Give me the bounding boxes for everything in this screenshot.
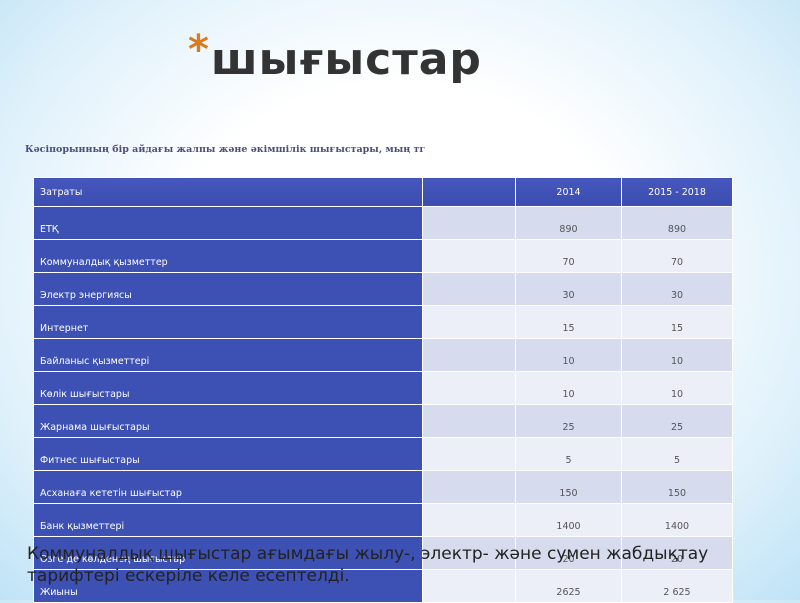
row-label: Банк қызметтері: [33, 503, 423, 537]
table-row: Банк қызметтері 1400 1400: [33, 503, 733, 537]
column-header-expenses: Затраты: [33, 177, 423, 207]
row-value-2014: 1400: [515, 503, 622, 537]
row-value-2014: 2625: [515, 569, 622, 603]
table-row: Жарнама шығыстары 25 25: [33, 404, 733, 438]
row-value-2014: 25: [515, 404, 622, 438]
row-value-2015-2018: 10: [621, 371, 733, 405]
row-value-2015-2018: 15: [621, 305, 733, 339]
table-row: Байланыс қызметтері 10 10: [33, 338, 733, 372]
row-value-2014: 70: [515, 239, 622, 273]
row-value-2015-2018: 5: [621, 437, 733, 471]
table-row: Фитнес шығыстары 5 5: [33, 437, 733, 471]
footnote-text: Коммуналдық шығыстар ағымдағы жылу-, эле…: [27, 544, 709, 586]
table-row: Электр энергиясы 30 30: [33, 272, 733, 306]
row-value-2014: 30: [515, 272, 622, 306]
column-header-blank: [422, 177, 516, 207]
row-value-2015-2018: 150: [621, 470, 733, 504]
row-label: Коммуналдық қызметтер: [33, 239, 423, 273]
row-value-2015-2018: 70: [621, 239, 733, 273]
row-blank-cell: [422, 437, 516, 471]
row-blank-cell: [422, 305, 516, 339]
row-label: Электр энергиясы: [33, 272, 423, 306]
expenses-table: Затраты 2014 2015 - 2018 ЕТҚ 890 890 Коммун…: [33, 177, 733, 603]
slide-title: * шығыстар: [188, 30, 482, 90]
table-row: Көлік шығыстары 10 10: [33, 371, 733, 405]
row-label: Асханаға кететін шығыстар: [33, 470, 423, 504]
row-blank-cell: [422, 239, 516, 273]
table-header-row: Затраты 2014 2015 - 2018: [33, 177, 733, 207]
row-blank-cell: [422, 569, 516, 603]
title-text: шығыстар: [210, 34, 482, 85]
row-value-2015-2018: 2 625: [621, 569, 733, 603]
row-value-2014: 890: [515, 206, 622, 240]
row-label: Өзге де көлденең шығыстар: [33, 536, 423, 570]
row-value-2014: 15: [515, 305, 622, 339]
row-value-2015-2018: 10: [621, 338, 733, 372]
row-label: Байланыс қызметтері: [33, 338, 423, 372]
row-blank-cell: [422, 470, 516, 504]
row-value-2014: 5: [515, 437, 622, 471]
row-blank-cell: [422, 272, 516, 306]
row-value-2015-2018: 890: [621, 206, 733, 240]
table-row: Өзге де көлденең шығыстар 20 20: [33, 536, 733, 570]
star-bullet-icon: *: [188, 27, 209, 73]
table-row: Интернет 15 15: [33, 305, 733, 339]
row-value-2015-2018: 1400: [621, 503, 733, 537]
table-row: ЕТҚ 890 890: [33, 206, 733, 240]
row-value-2014: 20: [515, 536, 622, 570]
row-label: Көлік шығыстары: [33, 371, 423, 405]
column-header-2015-2018: 2015 - 2018: [621, 177, 733, 207]
table-row: Жиыны 2625 2 625: [33, 569, 733, 603]
row-blank-cell: [422, 404, 516, 438]
row-value-2014: 10: [515, 371, 622, 405]
row-value-2015-2018: 20: [621, 536, 733, 570]
row-label: Жиыны: [33, 569, 423, 603]
row-value-2015-2018: 30: [621, 272, 733, 306]
row-label: ЕТҚ: [33, 206, 423, 240]
row-label: Фитнес шығыстары: [33, 437, 423, 471]
row-value-2014: 150: [515, 470, 622, 504]
row-label: Жарнама шығыстары: [33, 404, 423, 438]
table-row: Асханаға кететін шығыстар 150 150: [33, 470, 733, 504]
row-blank-cell: [422, 338, 516, 372]
row-label: Интернет: [33, 305, 423, 339]
table-row: Коммуналдық қызметтер 70 70: [33, 239, 733, 273]
row-value-2014: 10: [515, 338, 622, 372]
row-value-2015-2018: 25: [621, 404, 733, 438]
row-blank-cell: [422, 503, 516, 537]
column-header-2014: 2014: [515, 177, 622, 207]
row-blank-cell: [422, 206, 516, 240]
row-blank-cell: [422, 371, 516, 405]
table-caption: Кәсіпорынның бір айдағы жалпы және әкімш…: [25, 144, 426, 155]
